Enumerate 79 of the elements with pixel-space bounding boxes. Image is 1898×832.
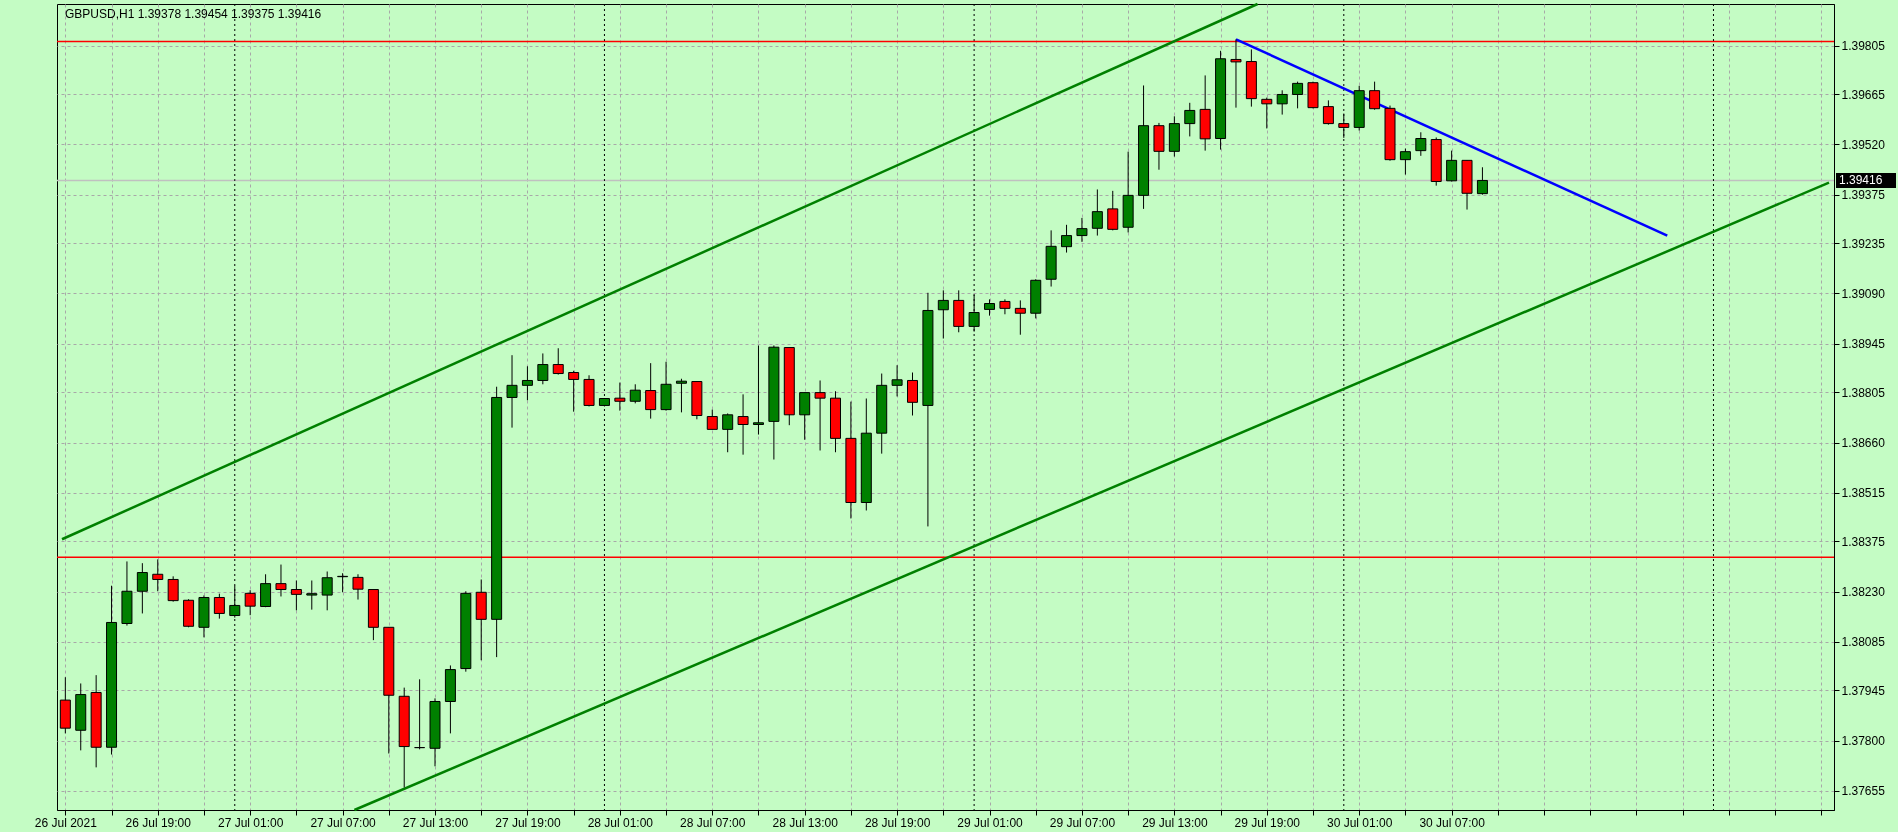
candlestick (136, 562, 148, 614)
candlestick (1292, 81, 1304, 109)
candlestick (260, 573, 272, 608)
y-tick-label: 1.38945 (1841, 337, 1886, 352)
x-tick-label: 27 Jul 13:00 (402, 815, 469, 830)
candlestick (814, 379, 826, 452)
y-tick-label: 1.39375 (1841, 188, 1886, 203)
y-tick-label: 1.37945 (1841, 683, 1886, 698)
candlestick (244, 589, 256, 616)
y-tick-label: 1.38375 (1841, 534, 1886, 549)
candlestick (799, 392, 811, 441)
x-tick-label: 28 Jul 07:00 (680, 815, 746, 830)
y-tick-label: 1.38085 (1841, 635, 1886, 650)
x-tick-label: 28 Jul 19:00 (864, 815, 931, 830)
chart-title: GBPUSD,H1 1.39378 1.39454 1.39375 1.39416 (65, 7, 322, 21)
y-tick-label: 1.39805 (1841, 39, 1886, 54)
candlestick (537, 352, 549, 385)
candlestick (645, 362, 657, 420)
y-tick-label: 1.37800 (1841, 734, 1886, 749)
y-tick-label: 1.38515 (1841, 486, 1886, 501)
candlestick (321, 570, 333, 611)
candlestick (706, 409, 718, 430)
y-tick-label: 1.39520 (1841, 137, 1886, 152)
candlestick (1476, 166, 1488, 196)
candlestick (521, 365, 533, 401)
x-tick-label: 29 Jul 07:00 (1049, 815, 1116, 830)
candlestick (290, 580, 302, 611)
x-tick-label: 28 Jul 13:00 (772, 815, 839, 830)
candlestick (1061, 224, 1073, 254)
candlestick (1322, 99, 1334, 126)
candlestick (675, 378, 687, 413)
candlestick (1076, 217, 1088, 243)
x-tick-label: 30 Jul 01:00 (1327, 815, 1393, 830)
x-tick-label: 29 Jul 01:00 (957, 815, 1024, 830)
candlestick (999, 298, 1011, 315)
candlestick (352, 573, 364, 601)
x-tick-label: 27 Jul 01:00 (217, 815, 284, 830)
y-tick-label: 1.39090 (1841, 286, 1886, 301)
candlestick (1276, 89, 1288, 116)
candlestick (506, 354, 518, 429)
y-tick-label: 1.37655 (1841, 784, 1886, 799)
candlestick (1184, 102, 1196, 137)
x-tick-label: 26 Jul 2021 (34, 815, 98, 830)
candlestick (167, 575, 179, 603)
candlestick (629, 383, 641, 404)
candlestick (1446, 150, 1458, 182)
candlestick (907, 372, 919, 416)
ref-line-label: 1.39416 (1839, 173, 1883, 188)
candlestick (414, 678, 426, 750)
x-tick-label: 27 Jul 19:00 (495, 815, 561, 830)
y-tick-label: 1.38230 (1841, 585, 1886, 600)
x-tick-label: 27 Jul 07:00 (310, 815, 377, 830)
candlestick (1369, 81, 1381, 111)
x-tick-label: 26 Jul 19:00 (125, 815, 192, 830)
x-tick-label: 29 Jul 13:00 (1142, 815, 1208, 830)
candlestick (614, 382, 626, 412)
candlestick (568, 370, 580, 413)
y-tick-label: 1.38660 (1841, 436, 1886, 451)
candlestick (722, 412, 734, 453)
candlestick (1107, 190, 1119, 231)
candlestick (213, 593, 225, 620)
candlestick (752, 344, 764, 436)
candlestick (275, 564, 287, 597)
candlestick (737, 393, 749, 456)
x-tick-label: 30 Jul 07:00 (1419, 815, 1486, 830)
candlestick (306, 580, 318, 611)
x-tick-label: 28 Jul 01:00 (587, 815, 654, 830)
candlestick (891, 364, 903, 397)
candlestick (1399, 148, 1411, 176)
x-tick-label: 29 Jul 19:00 (1234, 815, 1301, 830)
candlestick (552, 347, 564, 376)
y-tick-label: 1.38805 (1841, 385, 1886, 400)
candlestick (1261, 97, 1273, 129)
y-tick-label: 1.39665 (1841, 87, 1886, 102)
candlestick (1091, 188, 1103, 237)
candlestick (1415, 131, 1427, 157)
y-tick-label: 1.39235 (1841, 236, 1886, 251)
candlestick (1014, 299, 1026, 336)
candlestick (937, 289, 949, 340)
